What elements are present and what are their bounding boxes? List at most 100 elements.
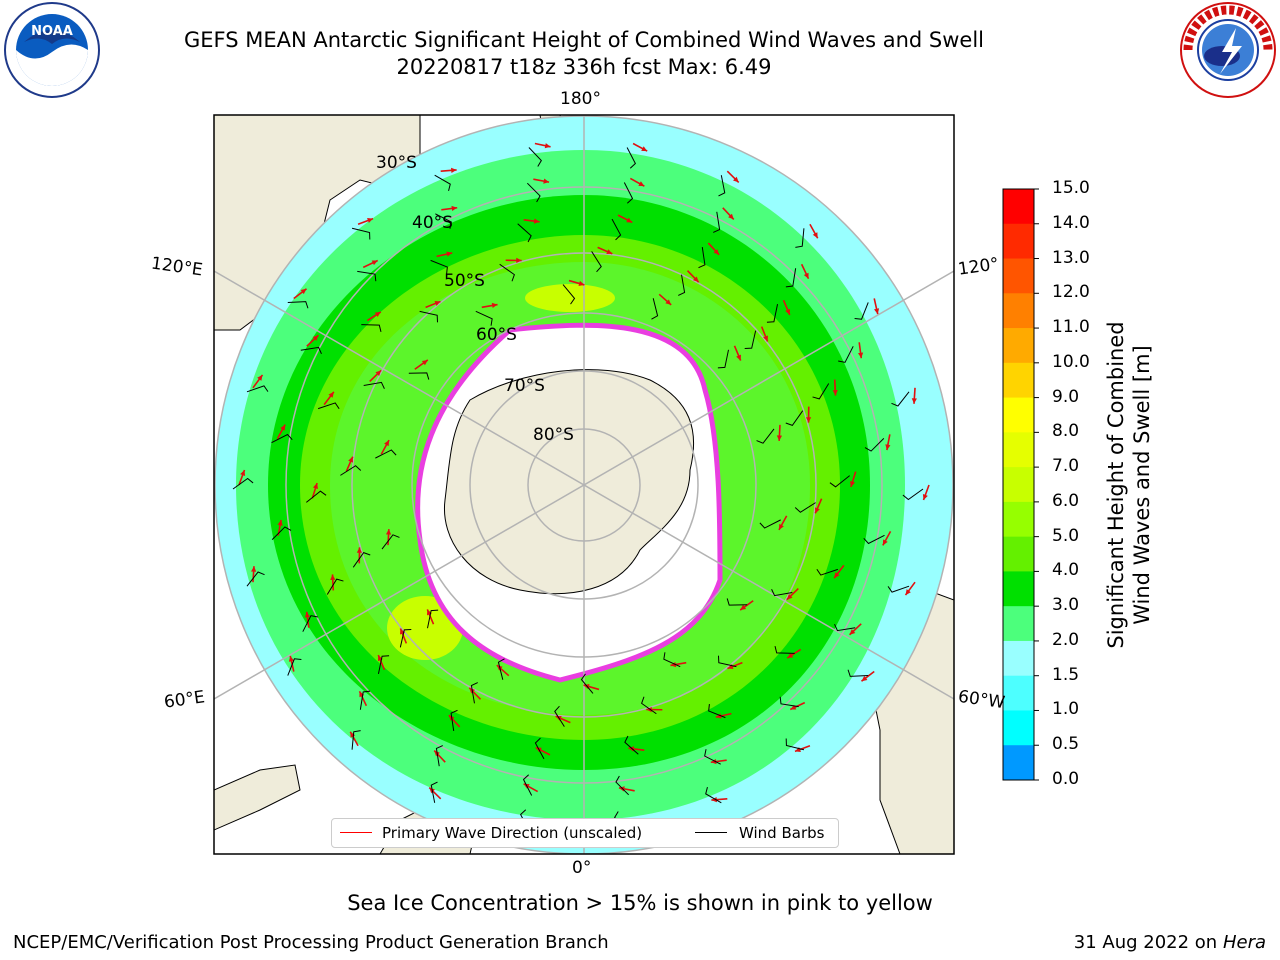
wave-arrow-head: [786, 594, 793, 600]
colorbar-tick-label: 10.0: [1052, 351, 1090, 372]
wind-barb: [534, 737, 545, 760]
wind-barb: [785, 268, 797, 288]
wave-arrow-head: [516, 257, 522, 264]
wind-barb: [554, 705, 565, 727]
wind-barb: [246, 385, 269, 393]
wave-arrow-head: [606, 249, 613, 254]
wind-barb: [271, 433, 293, 444]
wind-barb: [351, 227, 371, 240]
footer-branch: NCEP/EMC/Verification Post Processing Pr…: [13, 932, 609, 953]
wave-arrow-head: [618, 786, 625, 792]
wind-barb: [435, 745, 443, 767]
wave-arrow-head: [874, 308, 880, 315]
colorbar-tick-label: 6.0: [1052, 490, 1080, 511]
wave-arrow-head: [451, 167, 457, 173]
wind-barb: [663, 652, 681, 668]
wave-arrow-head: [832, 390, 838, 396]
wave-arrow-head: [763, 335, 768, 342]
wind-barb: [713, 211, 721, 233]
wind-barb: [363, 381, 385, 389]
africa-landmass: [214, 764, 301, 831]
wave-arrow-head: [251, 566, 257, 572]
wave-arrow-head: [350, 731, 356, 738]
wave-arrow-head: [711, 797, 717, 803]
wave-arrow-head: [736, 354, 741, 361]
wind-barb: [359, 690, 371, 710]
wave-arrow-head: [693, 276, 699, 283]
graticule: [214, 115, 954, 854]
colorbar-bin: [1003, 571, 1034, 607]
wind-barb: [611, 218, 622, 241]
wind-barb: [317, 402, 340, 410]
colorbar-label-line1: Significant Height of Combined: [1104, 321, 1128, 649]
wind-barb: [759, 519, 781, 529]
wind-barb: [470, 682, 478, 704]
wind-barb: [795, 228, 805, 248]
wave-arrow-head: [544, 143, 551, 149]
wind-barb: [847, 669, 869, 677]
wind-barb: [377, 655, 390, 674]
wind-barb: [626, 147, 636, 169]
colorbar-bin: [1003, 536, 1034, 572]
colorbar-bin: [1003, 362, 1034, 399]
wind-barb: [744, 330, 757, 350]
wave-arrow-head: [240, 469, 246, 476]
lat-label-40s: 40°S: [412, 213, 453, 233]
wind-barb: [434, 174, 451, 192]
wind-barb: [591, 251, 602, 273]
wave-arrow-head: [715, 713, 722, 719]
colorbar-bin: [1003, 606, 1034, 642]
wind-barb: [698, 246, 706, 269]
colorbar-tick-label: 11.0: [1052, 317, 1090, 338]
wind-barb: [708, 703, 726, 719]
wave-arrow-head: [787, 652, 794, 659]
wind-barb: [351, 730, 361, 750]
lat-label-50s: 50°S: [444, 271, 485, 291]
wave-arrow-head: [733, 176, 739, 183]
map-frame: [213, 114, 955, 855]
wind-barb: [300, 346, 322, 354]
wind-barb: [704, 749, 721, 765]
colorbar-bin: [1003, 745, 1034, 781]
wave-arrow-head: [710, 758, 717, 765]
wind-barb: [375, 449, 397, 459]
colorbar-tick-label: 12.0: [1052, 282, 1090, 303]
wave-arrow-head: [785, 308, 791, 315]
wind-barb: [756, 428, 775, 444]
wave-arrow-head: [533, 218, 540, 224]
wave-arrow-head: [356, 547, 363, 553]
colorbar-tick-label: 15.0: [1052, 178, 1090, 198]
footer-date-text: 31 Aug 2022 on: [1073, 932, 1218, 953]
wave-arrow-head: [790, 704, 797, 710]
colorbar-tick-label: 1.5: [1052, 664, 1080, 685]
wave-arrow-head: [300, 288, 307, 295]
wave-arrow-head: [911, 398, 917, 404]
wind-barb: [302, 615, 318, 632]
wind-barb: [430, 781, 438, 803]
wave-arrow-head: [367, 218, 374, 223]
wave-arrow-head: [330, 574, 336, 580]
wave-arrow-head: [641, 146, 648, 152]
wind-barb: [357, 270, 377, 282]
colorbar-bin: [1003, 189, 1034, 225]
wind-barb: [499, 263, 515, 282]
colorbar-tick-label: 4.0: [1052, 560, 1080, 581]
colorbar-bin: [1003, 675, 1034, 711]
wind-barb: [794, 502, 816, 513]
lat-label-60s: 60°S: [476, 325, 517, 345]
wind-barb: [816, 568, 839, 576]
wind-barb: [726, 598, 748, 606]
noaa-logo: NOAA: [4, 2, 100, 98]
wave-arrow-head: [312, 335, 319, 341]
colorbar-label-line2: Wind Waves and Swell [m]: [1130, 345, 1154, 625]
colorbar-frame: [1002, 188, 1035, 781]
nws-logo: [1180, 2, 1276, 98]
wave-arrow-head: [776, 435, 783, 441]
wave-arrow-head: [882, 539, 888, 546]
wind-barb: [623, 182, 634, 204]
colorbar-tick-label: 8.0: [1052, 421, 1080, 442]
colorbar-bin: [1003, 397, 1034, 433]
wave-arrow-head: [834, 572, 840, 579]
wind-barb: [271, 526, 292, 541]
wave-arrow-head: [280, 424, 286, 431]
